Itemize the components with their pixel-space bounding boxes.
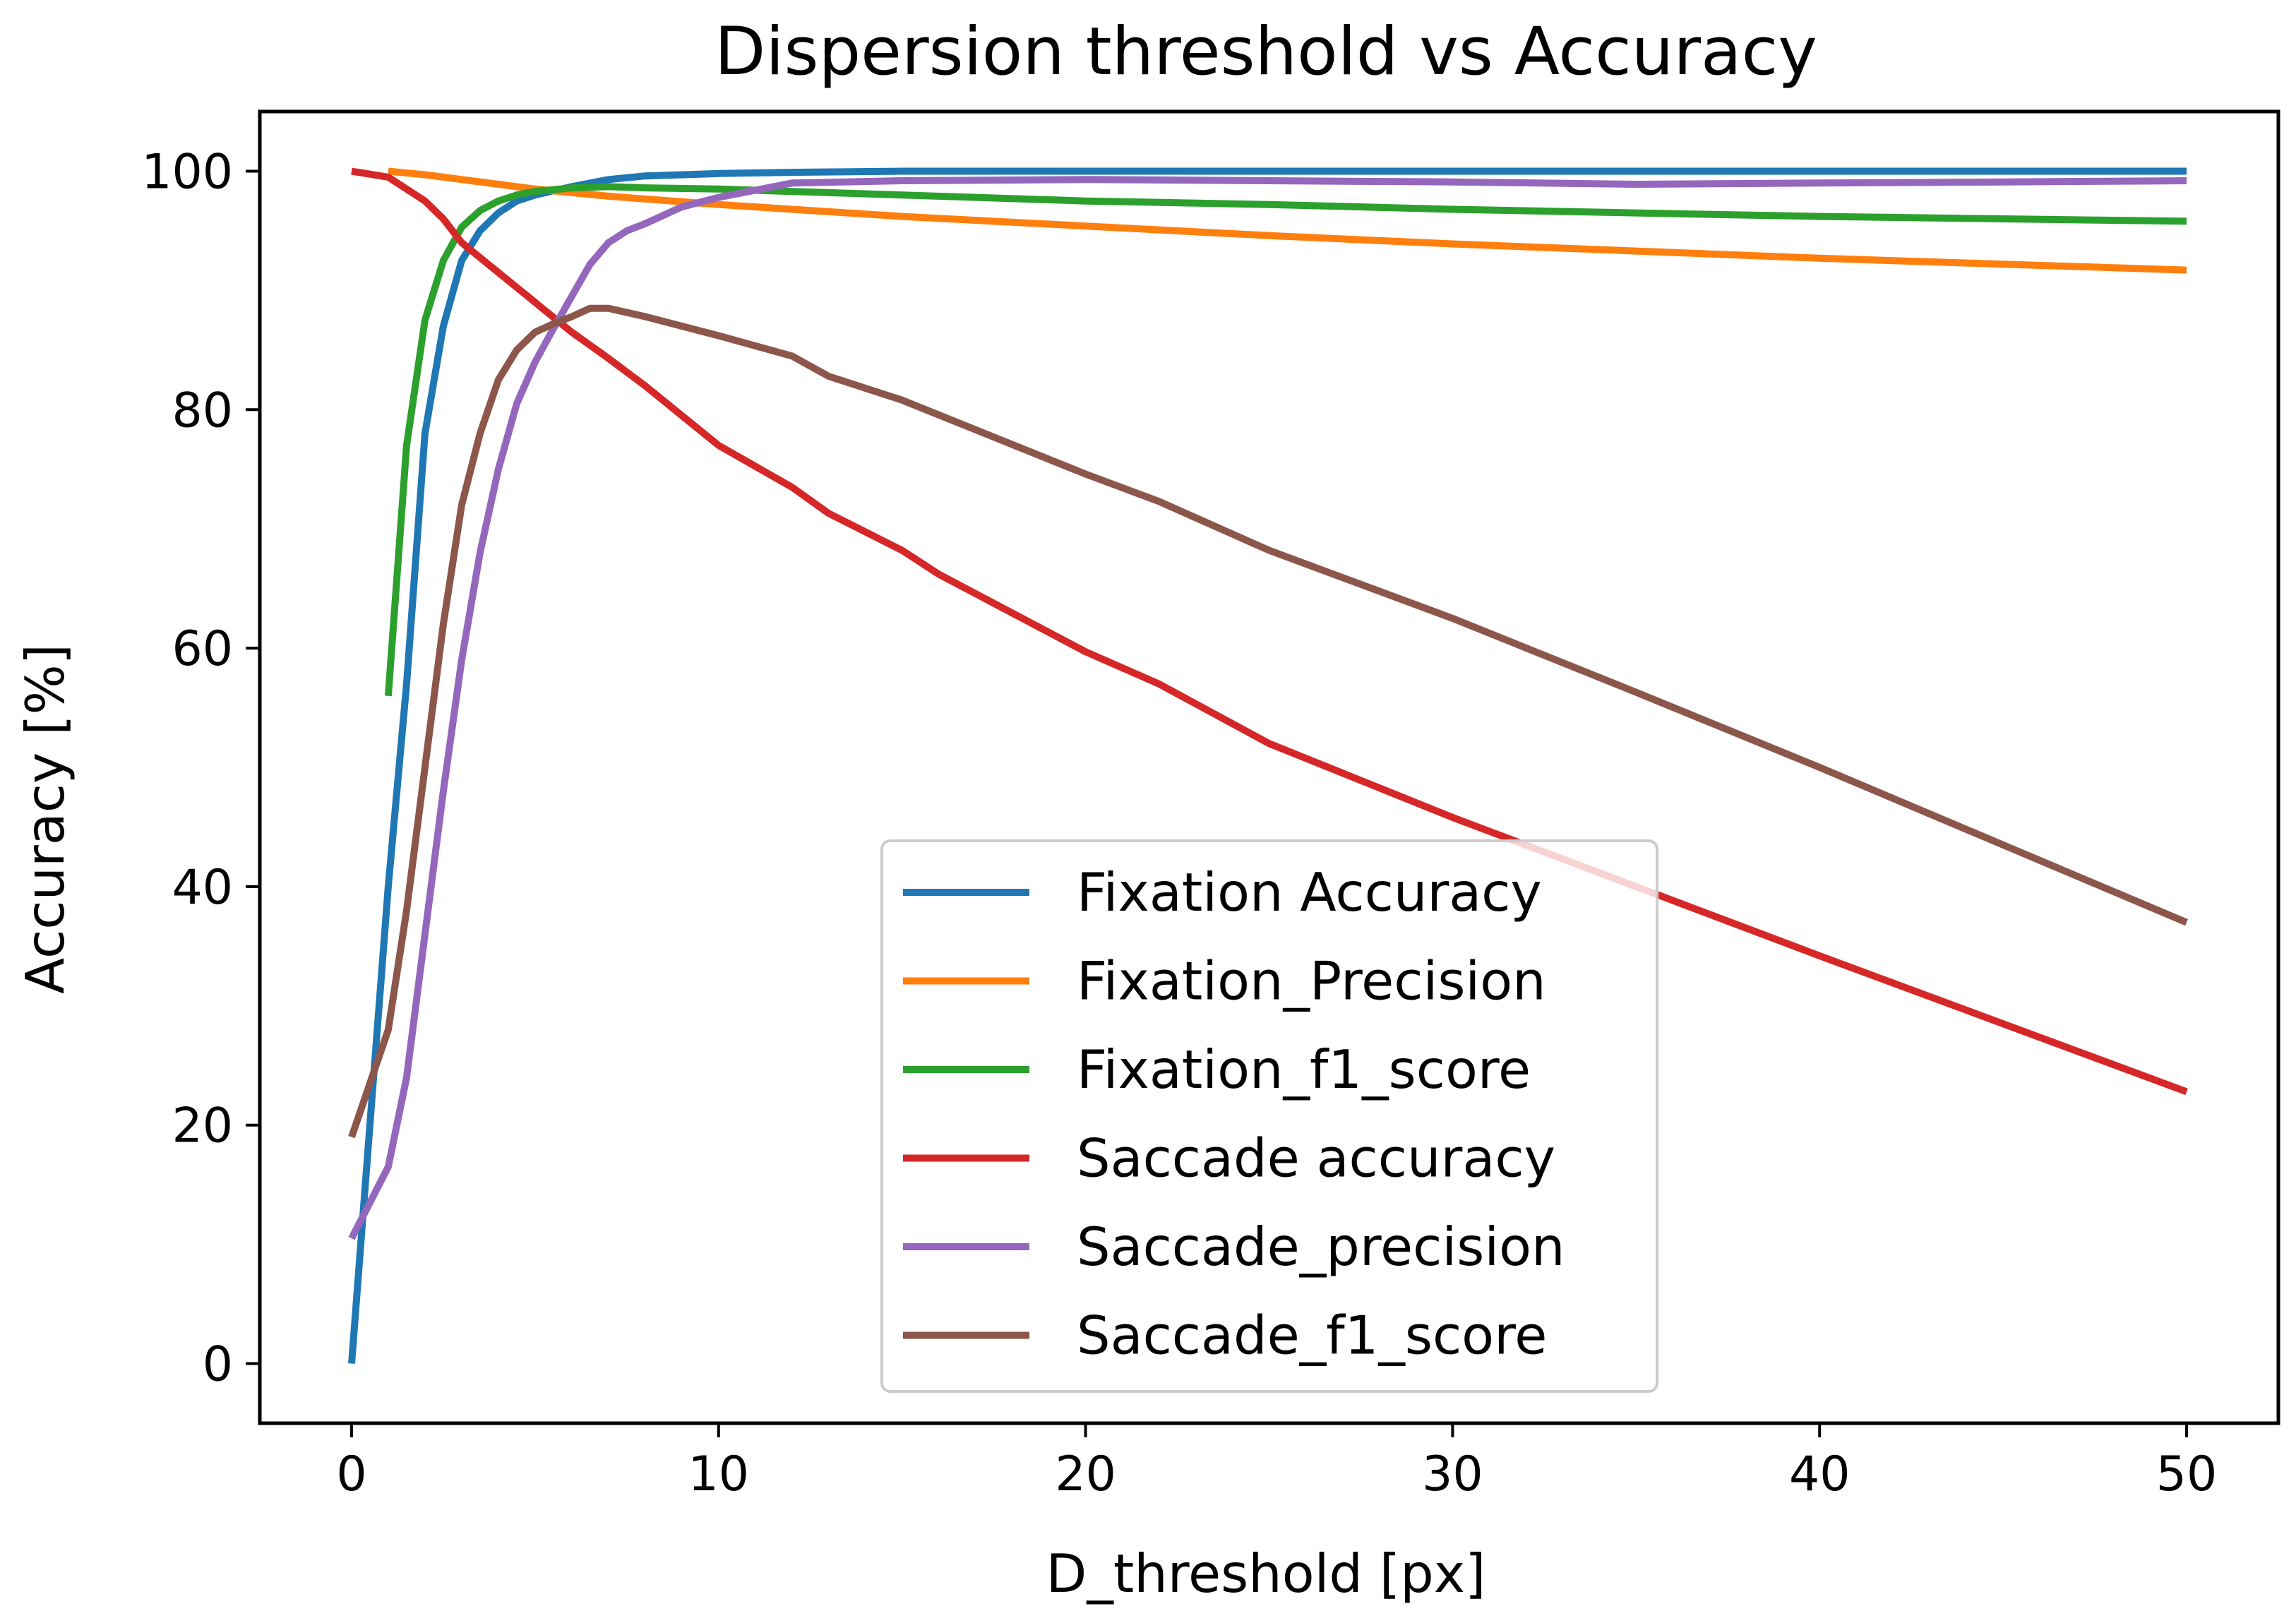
chart-title: Dispersion threshold vs Accuracy <box>714 13 1817 90</box>
y-tick-label: 40 <box>172 860 233 916</box>
plot-frame <box>258 109 2280 1425</box>
legend-box <box>880 839 1658 1393</box>
series-line-fixation-f1-score <box>384 183 2187 697</box>
x-tick-label: 10 <box>688 1447 750 1502</box>
y-tick-label: 100 <box>141 144 233 200</box>
legend-label-saccade-precision: Saccade_precision <box>1077 1216 1565 1278</box>
x-tick-label: 30 <box>1422 1447 1483 1502</box>
series-line-saccade-accuracy <box>351 167 2188 1096</box>
legend-label-fixation-f1-score: Fixation_f1_score <box>1077 1038 1531 1101</box>
x-tick-label: 40 <box>1789 1447 1850 1502</box>
y-tick-label: 80 <box>172 383 233 438</box>
legend-label-saccade-accuracy: Saccade accuracy <box>1077 1127 1555 1190</box>
x-tick-label: 20 <box>1055 1447 1116 1502</box>
x-axis-label: D_threshold [px] <box>1046 1543 1486 1605</box>
x-tick-label: 0 <box>336 1447 366 1502</box>
y-tick-label: 60 <box>172 621 233 677</box>
legend-label-fixation-accuracy: Fixation Accuracy <box>1077 861 1542 923</box>
y-axis: 0 20 40 60 80 100 <box>141 144 260 1393</box>
y-tick-label: 20 <box>172 1098 233 1154</box>
series-line-saccade-f1-score <box>348 304 2188 1139</box>
series-line-fixation-precision <box>388 167 2187 274</box>
series-line-saccade-precision <box>348 176 2187 1240</box>
y-tick-label: 0 <box>203 1337 233 1393</box>
x-tick-label: 50 <box>2156 1447 2218 1502</box>
legend: Fixation Accuracy Fixation_Precision Fixat… <box>880 839 1658 1393</box>
legend-label-fixation-precision: Fixation_Precision <box>1077 950 1546 1012</box>
x-axis: 0 10 20 30 40 50 <box>336 1423 2217 1502</box>
legend-label-saccade-f1-score: Saccade_f1_score <box>1077 1305 1547 1367</box>
y-axis-label: Accuracy [%] <box>14 644 76 994</box>
plot-area <box>348 167 2188 1364</box>
